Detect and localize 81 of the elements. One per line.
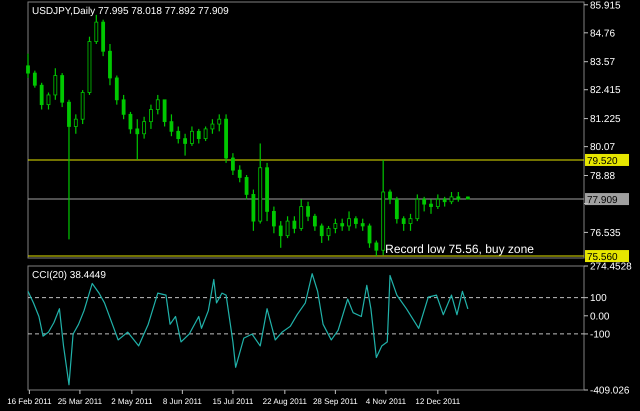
candlestick — [360, 218, 365, 232]
candlestick — [135, 118, 140, 161]
y-tick-label: 76.535 — [590, 228, 622, 239]
candlestick — [286, 216, 290, 239]
candlestick — [156, 94, 160, 115]
candlestick — [450, 191, 454, 205]
ref-line-label: 77.909 — [587, 195, 618, 206]
x-tick-label: 28 Sep 2011 — [312, 397, 358, 406]
y-tick-label: 100 — [590, 293, 608, 304]
candlestick — [142, 116, 146, 140]
chart-title: CCI(20) 38.4449 — [32, 270, 106, 281]
x-tick-label: 2 May 2011 — [111, 397, 153, 406]
candlestick — [292, 216, 296, 234]
y-tick-label: 84.76 — [590, 28, 616, 40]
candlestick — [278, 220, 283, 248]
candlestick — [347, 210, 351, 232]
candlestick — [196, 128, 201, 144]
candlestick — [442, 196, 447, 208]
y-tick-label: 85.915 — [590, 0, 622, 12]
candlestick — [32, 70, 37, 88]
x-tick-label: 12 Dec 2011 — [415, 397, 461, 406]
candlestick — [26, 53, 30, 79]
candlestick — [394, 196, 399, 224]
y-tick-label: 81.225 — [590, 114, 622, 126]
chart-title: USDJPY,Daily 77.995 78.018 77.892 77.909 — [32, 6, 230, 17]
y-tick-label: -100 — [590, 329, 610, 340]
candlestick — [122, 94, 126, 120]
y-tick-label: -409.026 — [590, 386, 630, 396]
candlestick — [306, 201, 310, 222]
annotation: Record low 75.56, buy zone — [385, 242, 534, 256]
candlestick — [272, 206, 276, 234]
y-tick-label: 82.415 — [590, 85, 622, 96]
candlestick — [354, 216, 358, 229]
candlestick — [436, 194, 440, 210]
candlestick — [46, 92, 50, 110]
candlestick — [40, 82, 44, 110]
candlestick — [415, 194, 420, 222]
candlestick — [333, 218, 338, 234]
candlestick — [149, 104, 153, 130]
candlestick — [320, 222, 324, 244]
candlestick — [231, 152, 235, 176]
x-tick-label: 8 Jun 2011 — [162, 397, 202, 406]
candlestick — [312, 213, 317, 232]
candlestick — [217, 114, 222, 132]
candlestick — [340, 218, 344, 232]
candlestick — [402, 216, 406, 232]
y-tick-label: 80.07 — [590, 142, 616, 154]
y-tick-label: 78.88 — [590, 171, 616, 182]
candlestick — [170, 114, 174, 137]
candlestick — [128, 111, 132, 134]
candlestick — [176, 126, 180, 144]
candlestick — [456, 191, 460, 202]
x-tick-label: 22 Aug 2011 — [262, 397, 308, 406]
candlestick — [422, 196, 426, 212]
candlestick — [204, 126, 208, 142]
candlestick — [429, 198, 433, 214]
y-tick-label: 83.57 — [590, 57, 616, 68]
candlestick — [210, 118, 214, 134]
candlestick — [74, 114, 78, 134]
candlestick — [299, 198, 304, 232]
ref-line-label: 79.520 — [587, 156, 618, 167]
y-tick-label: 0.00 — [590, 311, 610, 322]
candlestick — [114, 74, 119, 106]
candlestick — [244, 174, 248, 200]
candlestick — [53, 68, 58, 100]
candlestick — [388, 188, 392, 205]
candlestick — [162, 99, 167, 128]
candlestick — [368, 222, 372, 248]
x-tick-label: 16 Feb 2011 — [7, 397, 52, 406]
candlestick — [190, 126, 194, 146]
x-tick-label: 15 Jul 2011 — [212, 397, 254, 406]
ref-line-label: 75.560 — [587, 252, 618, 264]
candlestick — [374, 240, 378, 257]
candlestick — [408, 213, 412, 232]
candlestick — [94, 14, 98, 45]
candlestick — [326, 225, 330, 242]
y-tick-label: 274.4528 — [590, 262, 632, 272]
x-tick-label: 25 Mar 2011 — [58, 397, 103, 406]
x-tick-label: 4 Nov 2011 — [366, 397, 407, 406]
candlestick — [183, 133, 187, 156]
candlestick — [238, 164, 242, 183]
